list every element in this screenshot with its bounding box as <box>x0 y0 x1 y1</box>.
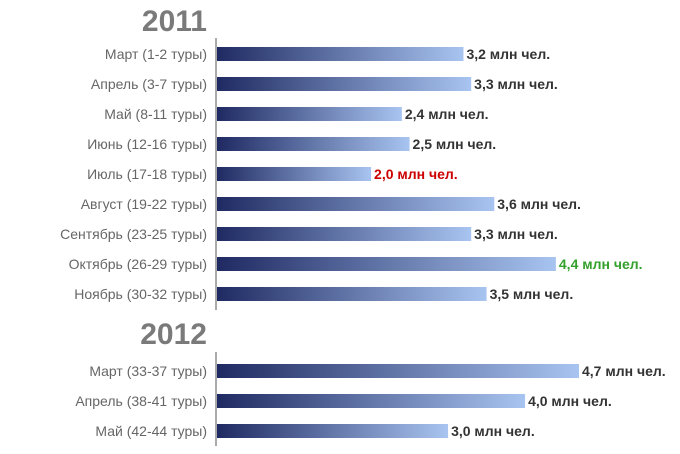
category-label: Март (33-37 туры) <box>89 363 207 379</box>
bar <box>217 424 449 438</box>
category-label: Май (42-44 туры) <box>95 423 207 439</box>
bar <box>217 47 464 61</box>
bar <box>217 167 372 181</box>
value-label: 4,7 млн чел. <box>582 363 666 379</box>
category-label: Апрель (38-41 туры) <box>75 393 207 409</box>
bar <box>217 394 526 408</box>
bar <box>217 107 402 121</box>
bar <box>217 137 410 151</box>
bar <box>217 77 472 91</box>
value-label: 3,5 млн чел. <box>490 286 574 302</box>
value-label: 2,4 млн чел. <box>405 106 489 122</box>
category-label: Май (8-11 туры) <box>104 106 207 122</box>
chart-layer: 2011 Март (1-2 туры) 3,2 млн чел. Апрель (3… <box>60 5 666 446</box>
value-label: 2,5 млн чел. <box>413 136 497 152</box>
bar <box>217 287 487 301</box>
bar <box>217 257 556 271</box>
category-label: Сентябрь (23-25 туры) <box>60 226 207 242</box>
category-label: Июнь (12-16 туры) <box>87 136 207 152</box>
year-title-2011: 2011 <box>142 5 207 38</box>
value-label: 3,3 млн чел. <box>474 76 558 92</box>
category-label: Апрель (3-7 туры) <box>91 76 207 92</box>
value-label: 3,0 млн чел. <box>451 423 535 439</box>
bar <box>217 364 579 378</box>
year-title-2012: 2012 <box>140 318 207 351</box>
category-label: Июль (17-18 туры) <box>87 166 207 182</box>
bar <box>217 197 495 211</box>
value-label: 2,0 млн чел. <box>374 166 458 182</box>
value-label: 3,3 млн чел. <box>474 226 558 242</box>
bar <box>217 227 472 241</box>
value-label: 3,2 млн чел. <box>466 46 550 62</box>
category-label: Октябрь (26-29 туры) <box>69 256 207 272</box>
value-label: 4,0 млн чел. <box>528 393 612 409</box>
category-label: Ноябрь (30-32 туры) <box>74 286 207 302</box>
category-label: Март (1-2 туры) <box>105 46 207 62</box>
value-label: 4,4 млн чел. <box>559 256 643 272</box>
value-label: 3,6 млн чел. <box>497 196 581 212</box>
category-label: Август (19-22 туры) <box>81 196 207 212</box>
